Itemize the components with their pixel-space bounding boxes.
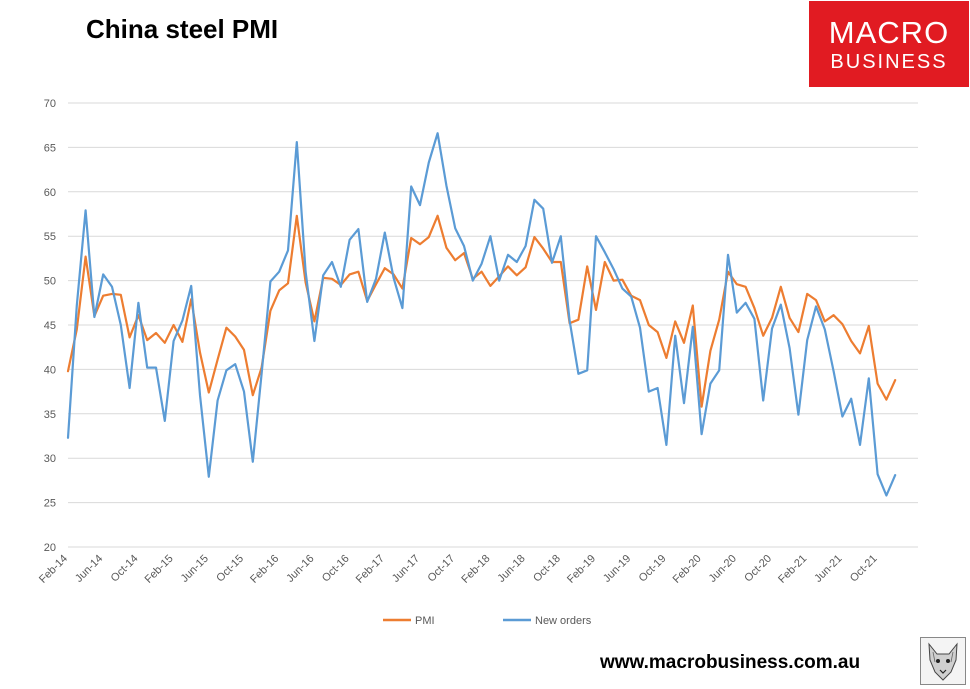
x-tick-label: Jun-21 <box>812 553 844 585</box>
x-tick-label: Oct-21 <box>848 553 880 585</box>
x-tick-label: Jun-15 <box>179 553 211 585</box>
x-tick-label: Oct-17 <box>425 553 457 585</box>
x-tick-label: Oct-16 <box>320 553 352 585</box>
x-tick-label: Oct-15 <box>214 553 246 585</box>
legend-label: New orders <box>535 615 592 627</box>
macrobusiness-logo: MACRO BUSINESS <box>809 1 969 87</box>
x-tick-label: Jun-14 <box>73 553 105 585</box>
y-tick-label: 65 <box>44 142 56 154</box>
x-tick-label: Jun-16 <box>284 553 316 585</box>
y-tick-label: 35 <box>44 409 56 421</box>
x-tick-label: Feb-14 <box>37 553 70 586</box>
y-tick-label: 60 <box>44 187 56 199</box>
x-tick-label: Jun-20 <box>707 553 739 585</box>
wolf-logo-icon <box>920 637 966 685</box>
legend: PMI New orders <box>383 615 592 627</box>
y-axis-ticks: 20 25 30 35 40 45 50 55 60 65 70 <box>44 98 56 554</box>
series-line-pmi <box>66 214 897 408</box>
series-lines <box>66 132 897 497</box>
x-tick-label: Feb-15 <box>143 553 176 586</box>
x-axis-ticks: Feb-14 Jun-14 Oct-14 Feb-15 Jun-15 Oct-15 Feb-… <box>37 553 880 586</box>
y-tick-label: 70 <box>44 98 56 110</box>
x-tick-label: Feb-20 <box>671 553 704 586</box>
x-tick-label: Oct-14 <box>109 553 141 585</box>
y-tick-label: 50 <box>44 276 56 288</box>
x-tick-label: Jun-17 <box>390 553 422 585</box>
legend-label: PMI <box>415 615 435 627</box>
website-url: www.macrobusiness.com.au <box>600 652 861 673</box>
y-tick-label: 40 <box>44 364 56 376</box>
x-tick-label: Feb-17 <box>354 553 387 586</box>
chart-title: China steel PMI <box>86 14 279 44</box>
x-tick-label: Oct-20 <box>742 553 774 585</box>
series-line-new-orders <box>66 132 897 497</box>
x-tick-label: Oct-19 <box>637 553 669 585</box>
x-tick-label: Jun-19 <box>601 553 633 585</box>
x-tick-label: Feb-18 <box>459 553 492 586</box>
y-tick-label: 25 <box>44 498 56 510</box>
x-tick-label: Jun-18 <box>495 553 527 585</box>
x-tick-label: Oct-18 <box>531 553 563 585</box>
x-tick-label: Feb-21 <box>776 553 809 586</box>
grid-lines <box>68 102 918 548</box>
x-tick-label: Feb-19 <box>565 553 598 586</box>
logo-line1: MACRO <box>828 15 950 50</box>
y-tick-label: 20 <box>44 542 56 554</box>
x-tick-label: Feb-16 <box>248 553 281 586</box>
y-tick-label: 55 <box>44 231 56 243</box>
y-tick-label: 30 <box>44 453 56 465</box>
y-tick-label: 45 <box>44 320 56 332</box>
logo-line2: BUSINESS <box>830 51 948 73</box>
